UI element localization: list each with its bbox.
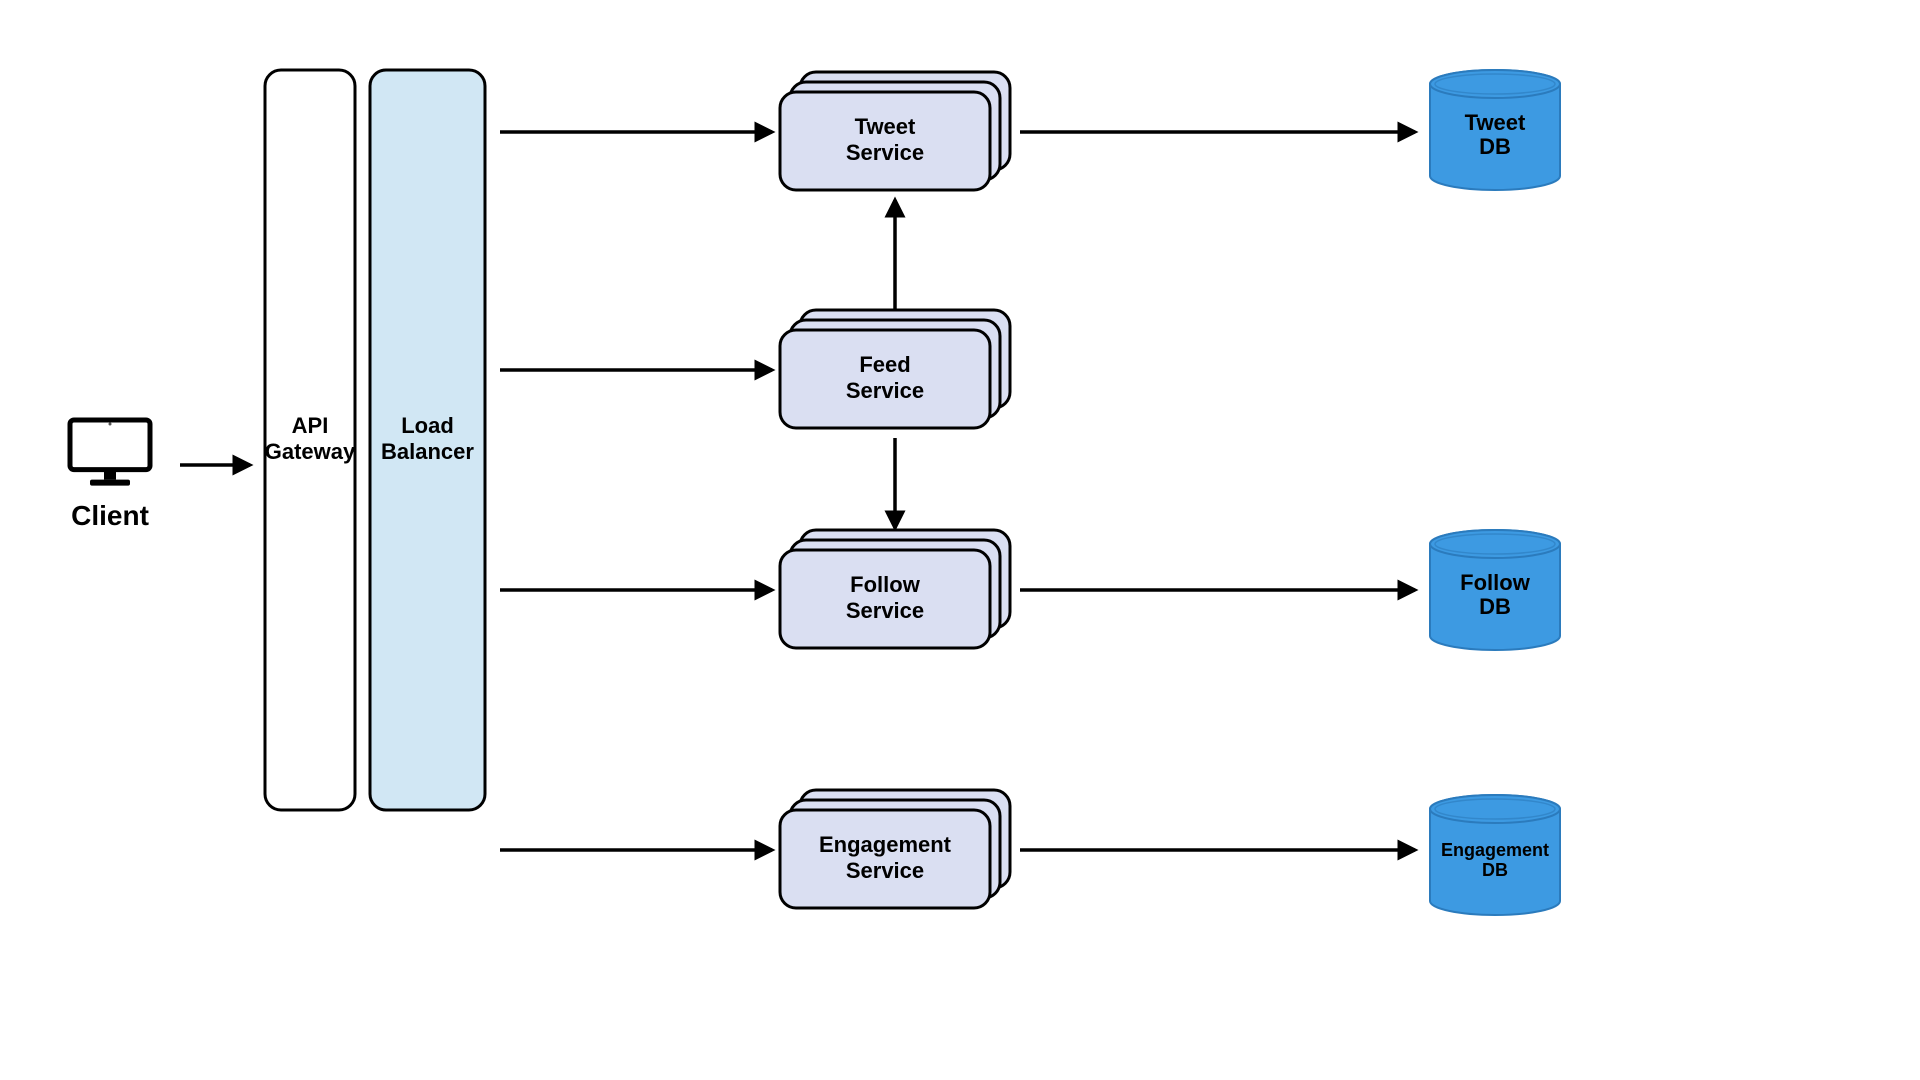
db_follow-node: FollowDB <box>1430 530 1560 650</box>
svc_follow-label-0: Follow <box>850 572 921 597</box>
db_tweet-node: TweetDB <box>1430 70 1560 190</box>
db_tweet-label-1: DB <box>1479 134 1511 159</box>
db_tweet-label-0: Tweet <box>1465 110 1526 135</box>
svc_tweet-label-1: Service <box>846 140 924 165</box>
svc_feed-label-0: Feed <box>859 352 910 377</box>
client-label: Client <box>71 500 149 531</box>
db_follow-label-1: DB <box>1479 594 1511 619</box>
svc_tweet-label-0: Tweet <box>855 114 916 139</box>
api-label-1: Gateway <box>265 439 356 464</box>
svc_follow-node: FollowService <box>780 530 1010 648</box>
db_engage-node: EngagementDB <box>1430 795 1560 915</box>
lb-label-1: Balancer <box>381 439 474 464</box>
api-label-0: API <box>292 413 329 438</box>
svc_feed-label-1: Service <box>846 378 924 403</box>
db_engage-label-1: DB <box>1482 860 1508 880</box>
db_engage-label-0: Engagement <box>1441 840 1549 860</box>
svc_tweet-node: TweetService <box>780 72 1010 190</box>
architecture-diagram: ClientAPIGatewayLoadBalancerTweetService… <box>0 0 1920 1080</box>
svc_engage-label-0: Engagement <box>819 832 952 857</box>
lb-node: LoadBalancer <box>370 70 485 810</box>
svc_feed-node: FeedService <box>780 310 1010 428</box>
svc_follow-label-1: Service <box>846 598 924 623</box>
api-node: APIGateway <box>265 70 356 810</box>
svc_engage-node: EngagementService <box>780 790 1010 908</box>
lb-label-0: Load <box>401 413 454 438</box>
client-node: Client <box>70 420 150 531</box>
db_follow-label-0: Follow <box>1460 570 1531 595</box>
svc_engage-label-1: Service <box>846 858 924 883</box>
